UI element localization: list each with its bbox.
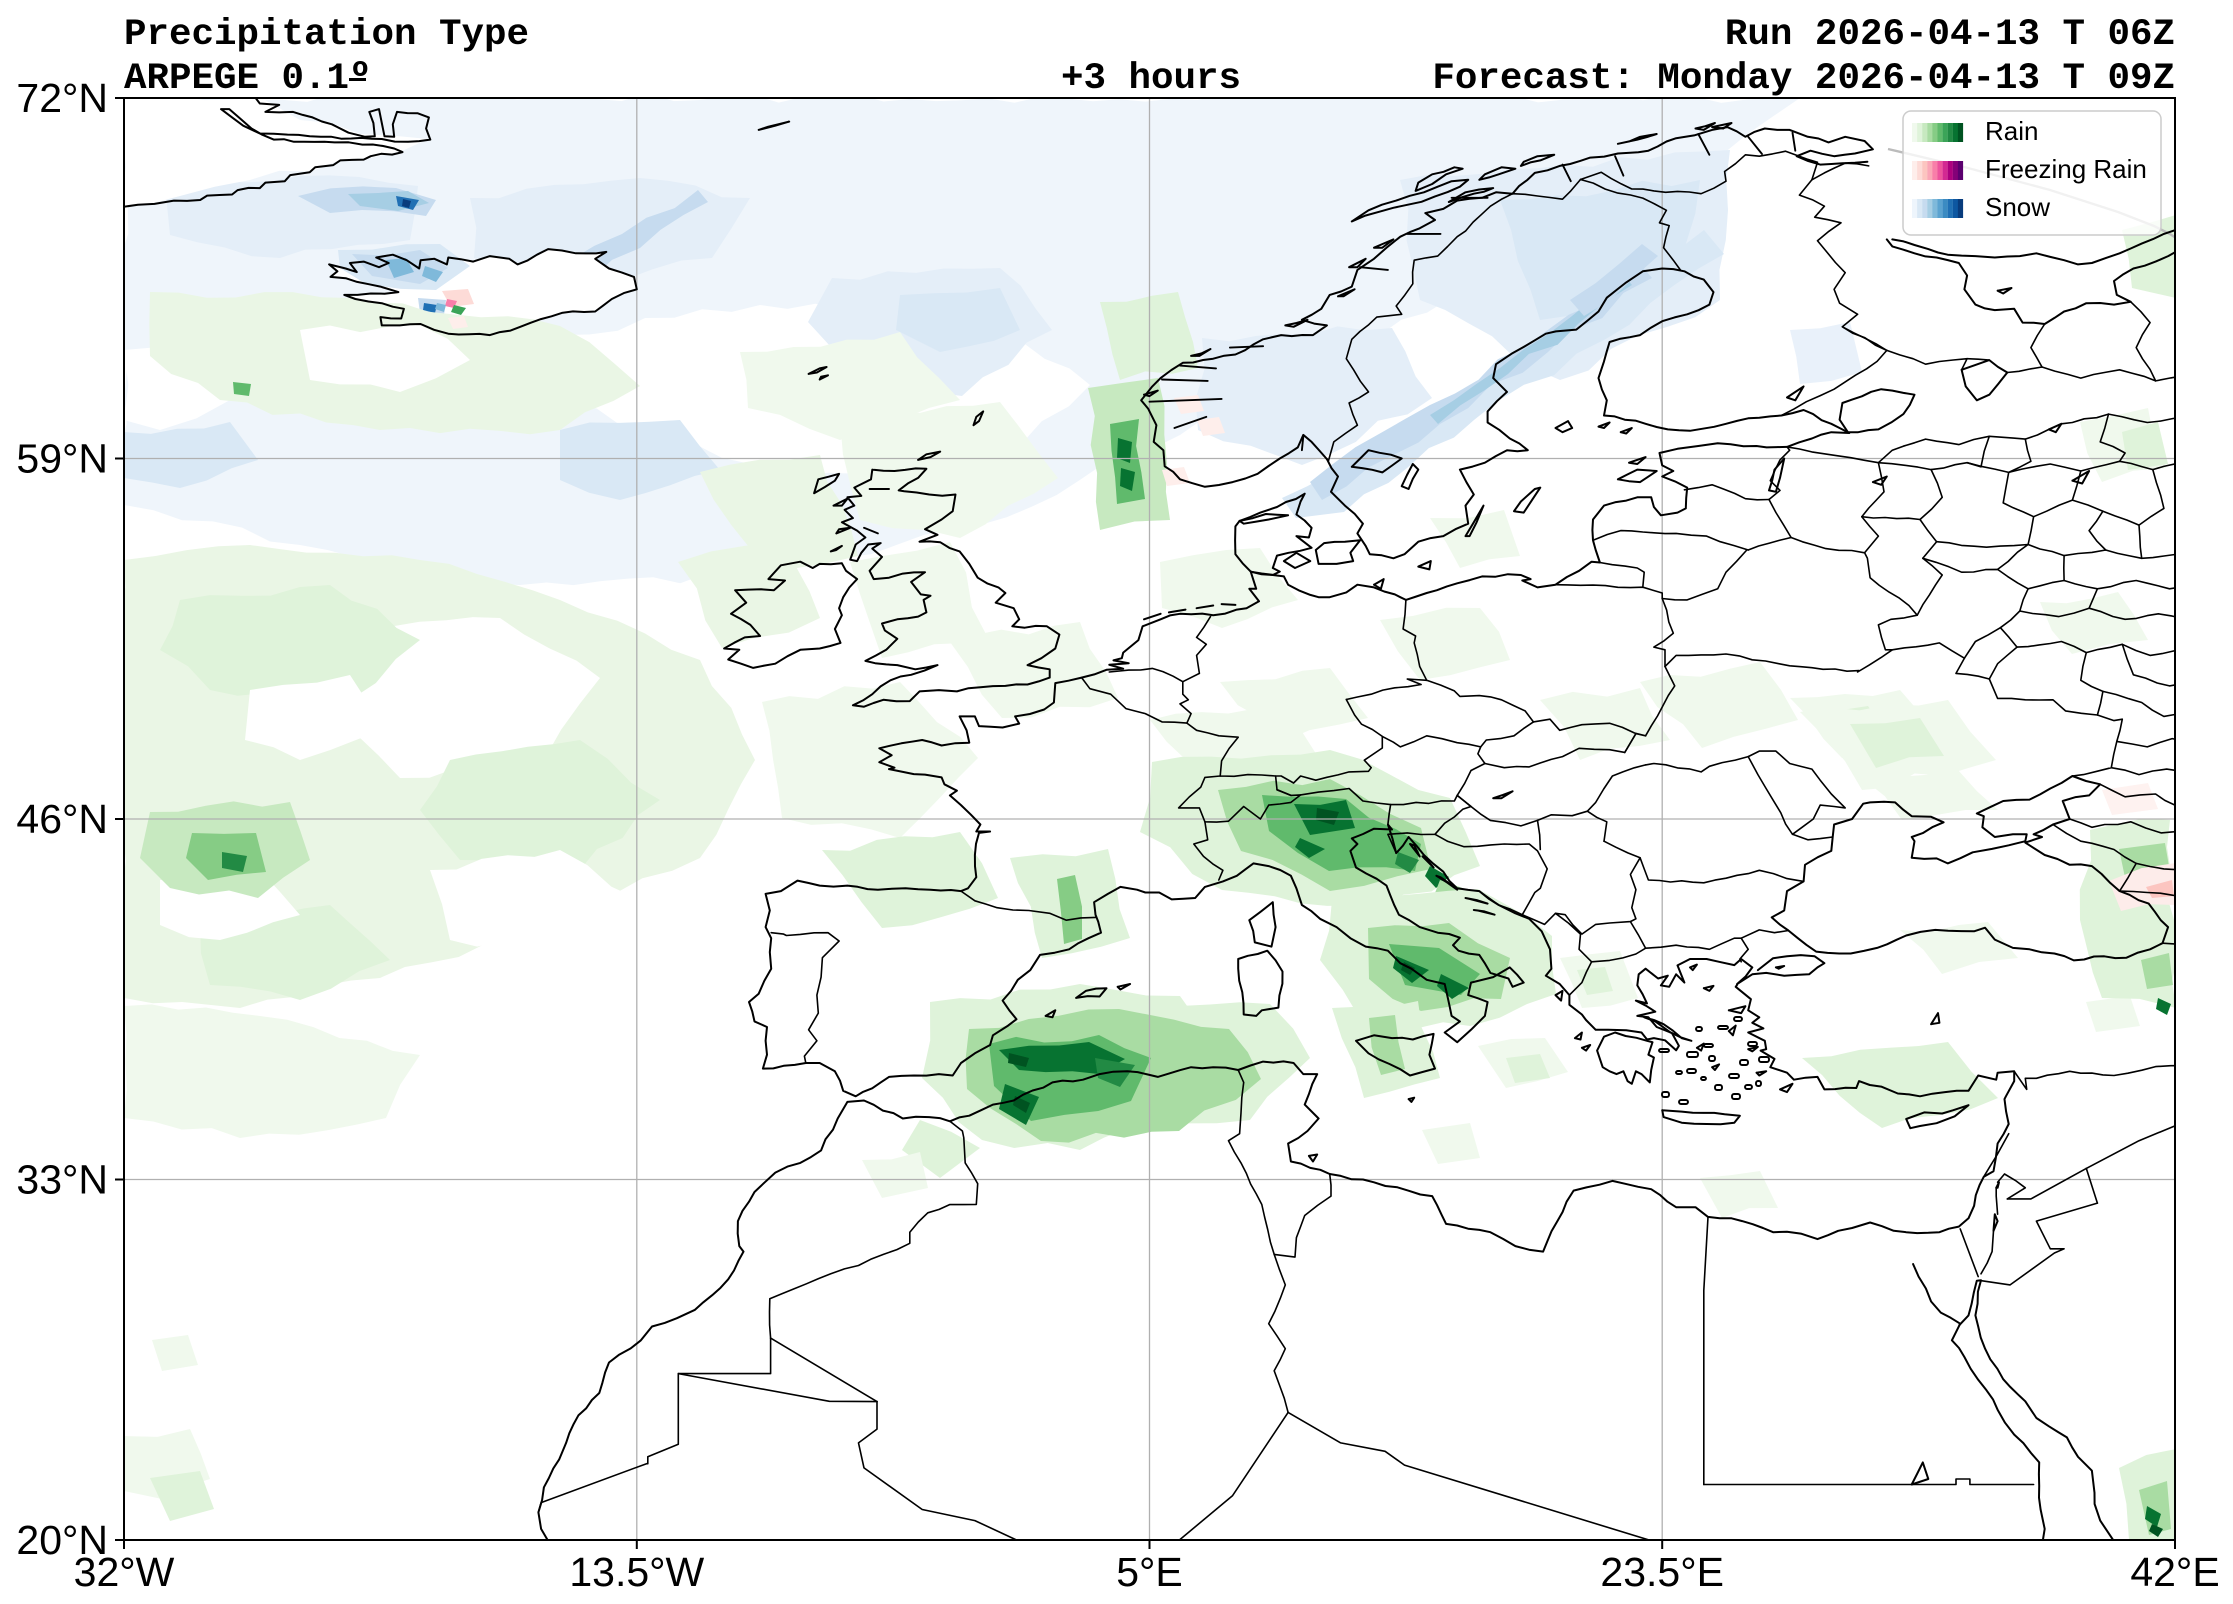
svg-text:5°E: 5°E bbox=[1116, 1549, 1183, 1595]
svg-text:42°E: 42°E bbox=[2130, 1549, 2219, 1595]
svg-text:46°N: 46°N bbox=[16, 796, 108, 842]
svg-text:Forecast: Monday 2026-04-13 T: Forecast: Monday 2026-04-13 T 09Z bbox=[1432, 58, 2175, 100]
svg-text:23.5°E: 23.5°E bbox=[1600, 1549, 1724, 1595]
svg-text:13.5°W: 13.5°W bbox=[569, 1549, 704, 1595]
svg-text:59°N: 59°N bbox=[16, 436, 108, 482]
svg-text:33°N: 33°N bbox=[16, 1157, 108, 1203]
svg-text:Freezing Rain: Freezing Rain bbox=[1985, 154, 2147, 184]
svg-text:Snow: Snow bbox=[1985, 192, 2050, 222]
svg-text:Precipitation Type: Precipitation Type bbox=[124, 14, 529, 56]
svg-text:+3 hours: +3 hours bbox=[1061, 58, 1241, 100]
svg-text:32°W: 32°W bbox=[74, 1549, 175, 1595]
svg-text:20°N: 20°N bbox=[16, 1517, 108, 1563]
svg-text:72°N: 72°N bbox=[16, 75, 108, 121]
svg-text:ARPEGE 0.1º: ARPEGE 0.1º bbox=[124, 58, 372, 100]
svg-text:Rain: Rain bbox=[1985, 116, 2038, 146]
svg-text:Run 2026-04-13 T 06Z: Run 2026-04-13 T 06Z bbox=[1725, 14, 2175, 56]
